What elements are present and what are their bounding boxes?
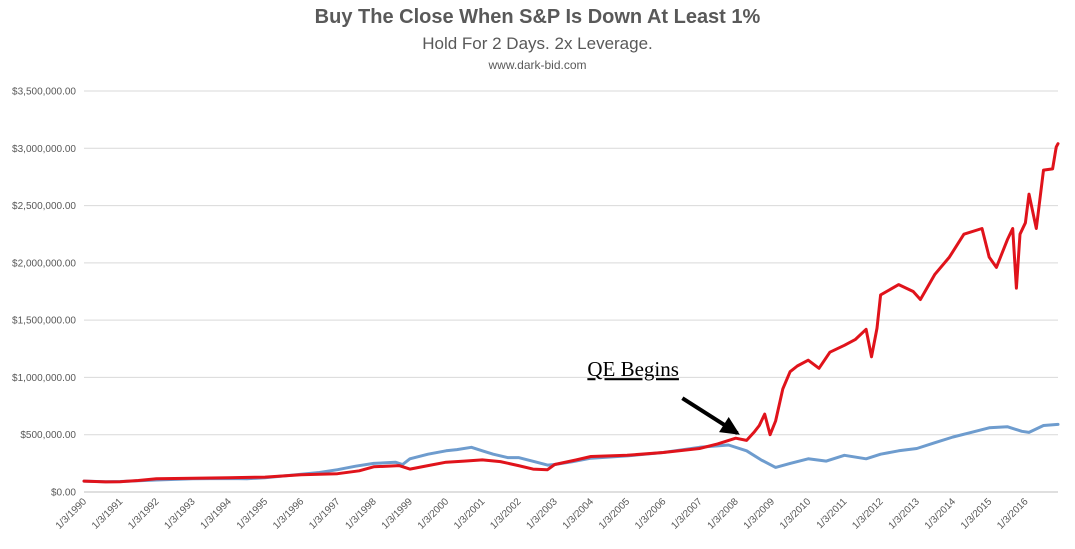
series-line-1	[82, 142, 1060, 484]
x-tick-label: 1/3/2011	[815, 496, 850, 531]
annotation-arrowhead	[719, 416, 740, 435]
x-tick-label: 1/3/2004	[561, 496, 597, 532]
y-tick-label: $2,500,000.00	[12, 201, 76, 212]
x-tick-label: 1/3/2003	[525, 496, 561, 532]
y-axis: $0.00 $500,000.00 $1,000,000.00 $1,500,000.…	[12, 87, 76, 499]
series-lines	[82, 142, 1060, 484]
x-tick-label: 1/3/1998	[343, 496, 379, 532]
gridlines	[84, 90, 1058, 493]
x-tick-label: 1/3/1995	[235, 496, 271, 532]
x-tick-label: 1/3/2015	[959, 496, 995, 532]
x-tick-label: 1/3/2016	[995, 496, 1031, 532]
y-tick-label: $1,500,000.00	[12, 316, 76, 327]
y-tick-label: $500,000.00	[20, 430, 76, 441]
x-tick-label: 1/3/2013	[887, 496, 923, 532]
x-tick-label: 1/3/1997	[307, 496, 343, 532]
x-tick-label: 1/3/1999	[380, 496, 416, 532]
x-tick-label: 1/3/1990	[54, 496, 90, 532]
x-tick-label: 1/3/1992	[126, 496, 162, 532]
x-tick-label: 1/3/2005	[597, 496, 633, 532]
chart-source: www.dark-bid.com	[488, 58, 587, 72]
x-tick-label: 1/3/1991	[90, 496, 126, 532]
x-axis: 1/3/1990 1/3/1991 1/3/1992 1/3/1993 1/3/1994…	[54, 496, 1031, 532]
y-tick-label: $0.00	[51, 488, 76, 499]
x-tick-label: 1/3/1996	[271, 496, 307, 532]
x-tick-label: 1/3/2000	[416, 496, 452, 532]
x-tick-label: 1/3/2010	[778, 496, 814, 532]
y-tick-label: $3,500,000.00	[12, 87, 76, 98]
x-tick-label: 1/3/2008	[706, 496, 742, 532]
series-line-0	[82, 422, 1060, 484]
x-tick-label: 1/3/2001	[452, 496, 488, 532]
x-tick-label: 1/3/1993	[162, 496, 198, 532]
x-tick-label: 1/3/2002	[488, 496, 524, 532]
x-tick-label: 1/3/2007	[669, 496, 705, 532]
x-tick-label: 1/3/1994	[199, 496, 235, 532]
x-tick-label: 1/3/2014	[923, 496, 959, 532]
y-tick-label: $1,000,000.00	[12, 373, 76, 384]
x-tick-label: 1/3/2012	[850, 496, 886, 532]
annotation-label: QE Begins	[587, 357, 679, 381]
y-tick-label: $2,000,000.00	[12, 258, 76, 269]
x-tick-label: 1/3/2006	[633, 496, 669, 532]
annotation: QE Begins	[587, 357, 740, 435]
chart-title: Buy The Close When S&P Is Down At Least …	[314, 6, 761, 28]
x-tick-label: 1/3/2009	[742, 496, 778, 532]
chart-subtitle: Hold For 2 Days. 2x Leverage.	[422, 34, 653, 53]
y-tick-label: $3,000,000.00	[12, 144, 76, 155]
